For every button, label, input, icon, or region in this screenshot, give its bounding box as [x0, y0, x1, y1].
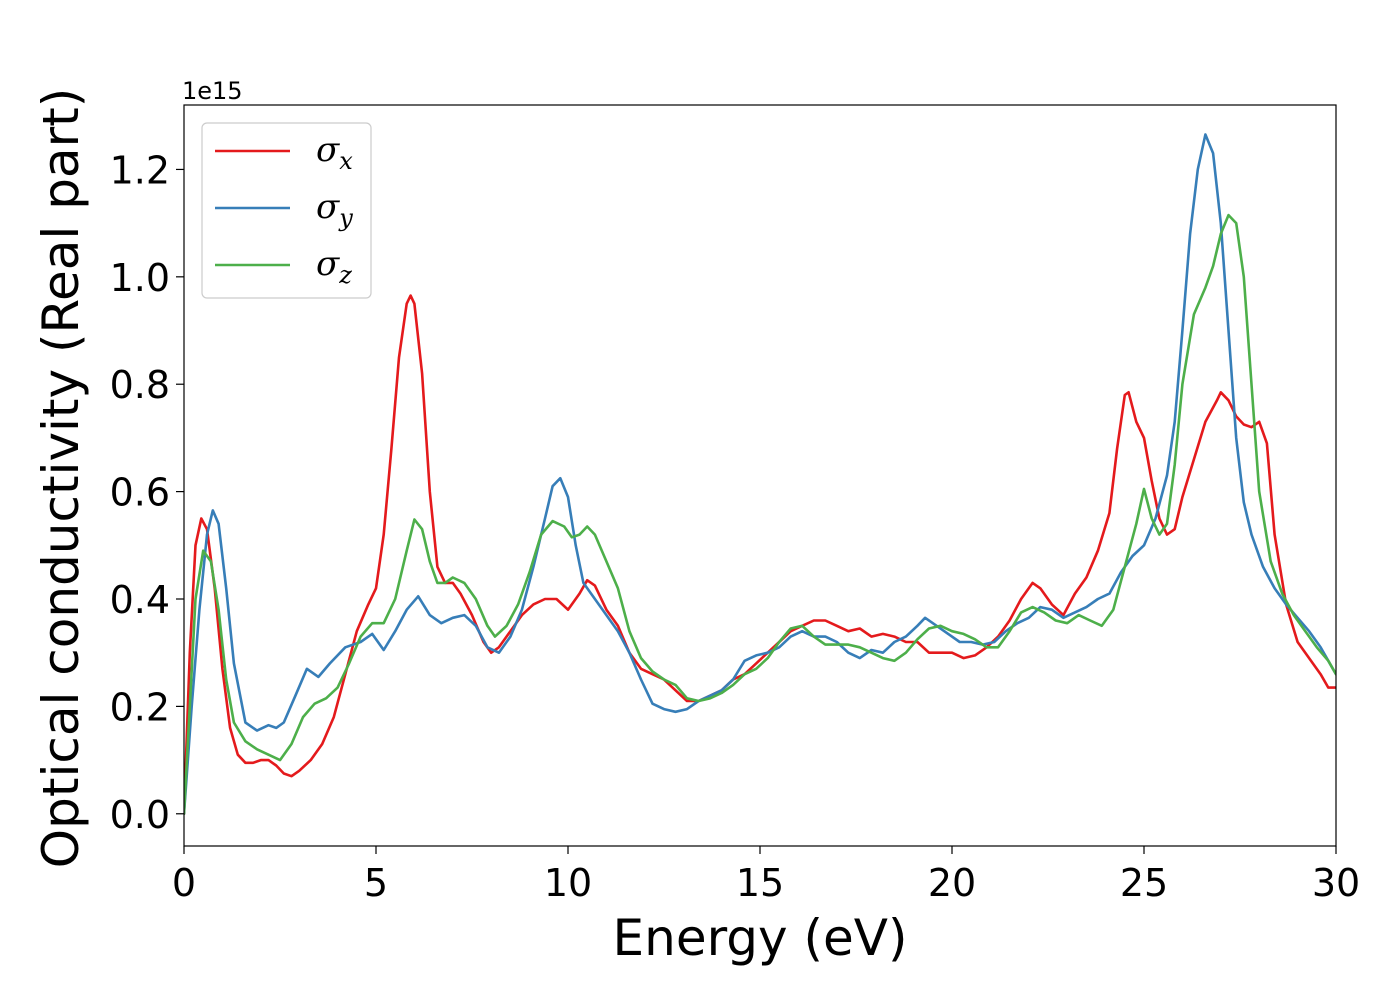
y-tick-label: 1.0	[110, 256, 170, 300]
legend-label-y: σy	[316, 187, 353, 232]
y-tick-label: 0.6	[110, 471, 170, 515]
legend-label-z: σz	[316, 244, 352, 289]
y-axis-title: Optical conductivity (Real part)	[32, 88, 90, 869]
x-tick-label: 20	[928, 861, 976, 905]
series-layer	[184, 133, 1336, 816]
x-axis-ticks: 0 5 10 15 20 25 30	[172, 846, 1360, 905]
x-tick-label: 5	[364, 861, 388, 905]
series-line-y	[184, 133, 1336, 816]
y-offset-label: 1e15	[182, 77, 243, 105]
x-tick-label: 25	[1120, 861, 1168, 905]
y-axis-ticks: 0.0 0.2 0.4 0.6 0.8 1.0 1.2	[110, 148, 184, 837]
legend-frame	[201, 122, 372, 299]
y-tick-label: 0.4	[110, 578, 170, 622]
legend: σx σy σz	[201, 122, 372, 299]
x-tick-label: 0	[172, 861, 196, 905]
series-line-z	[184, 213, 1336, 816]
x-tick-label: 10	[544, 861, 592, 905]
y-tick-label: 0.0	[110, 793, 170, 837]
x-axis-title: Energy (eV)	[613, 909, 908, 967]
y-tick-label: 0.2	[110, 685, 170, 729]
legend-label-x: σx	[316, 130, 353, 175]
y-tick-label: 1.2	[110, 148, 170, 192]
x-tick-label: 15	[736, 861, 784, 905]
x-tick-label: 30	[1312, 861, 1360, 905]
y-tick-label: 0.8	[110, 363, 170, 407]
